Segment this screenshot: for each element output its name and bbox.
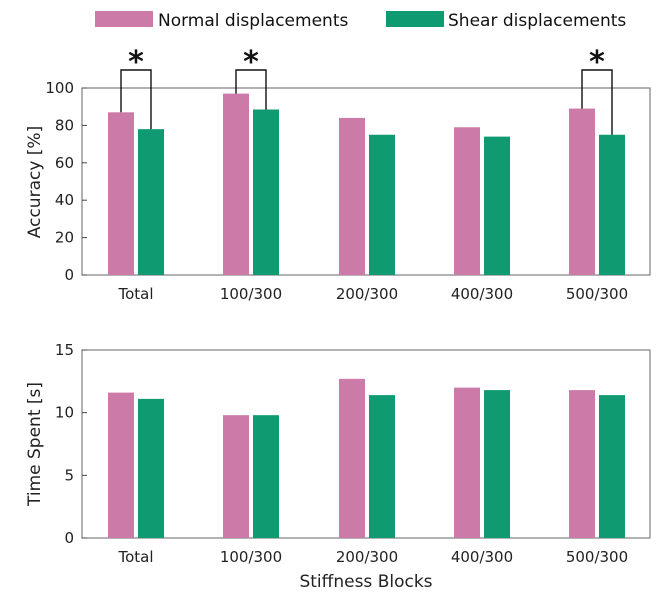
time-x-tick-label: 400/300	[451, 548, 513, 566]
time-bar-shear	[253, 415, 279, 538]
time-x-tick-label: 200/300	[336, 548, 398, 566]
x-axis-label: Stiffness Blocks	[299, 572, 432, 592]
accuracy-bar-shear	[253, 110, 279, 275]
accuracy-bar-normal	[223, 94, 249, 275]
time-y-axis-label: Time Spent [s]	[25, 382, 45, 507]
time-bar-normal	[454, 388, 480, 538]
time-bar-normal	[223, 415, 249, 538]
time-x-tick-label: 100/300	[220, 548, 282, 566]
accuracy-chart: Accuracy [%] 0 20 40 60 80 100 Total 100/300 200…	[25, 45, 650, 303]
accuracy-bar-shear	[484, 137, 510, 275]
accuracy-y-axis-label: Accuracy [%]	[25, 126, 45, 238]
time-y-tick-label: 0	[64, 529, 74, 547]
accuracy-bar-normal	[569, 109, 595, 275]
accuracy-y-tick-label: 100	[45, 79, 74, 97]
time-bar-shear	[138, 399, 164, 538]
time-bar-normal	[108, 393, 134, 538]
accuracy-y-tick-label: 0	[64, 266, 74, 284]
accuracy-significance-star: *	[128, 45, 144, 80]
time-bar-normal	[569, 390, 595, 538]
time-bar-shear	[599, 395, 625, 538]
accuracy-significance-star: *	[589, 45, 605, 80]
accuracy-x-tick-label: 100/300	[220, 285, 282, 303]
time-bar-shear	[484, 390, 510, 538]
accuracy-x-tick-label: 400/300	[451, 285, 513, 303]
legend-swatch-shear	[386, 11, 444, 27]
accuracy-x-tick-label: 200/300	[336, 285, 398, 303]
accuracy-bar-normal	[339, 118, 365, 275]
legend-label-normal: Normal displacements	[158, 11, 348, 31]
time-chart: Time Spent [s] Stiffness Blocks 0 5 10 15 To…	[25, 341, 650, 592]
accuracy-y-tick-label: 80	[55, 116, 74, 134]
time-y-tick-label: 15	[55, 341, 74, 359]
legend-label-shear: Shear displacements	[448, 11, 626, 31]
accuracy-x-tick-label: 500/300	[566, 285, 628, 303]
time-y-tick-label: 10	[55, 404, 74, 422]
accuracy-plot-frame	[82, 88, 650, 275]
accuracy-y-tick-label: 40	[55, 191, 74, 209]
accuracy-x-tick-label: Total	[117, 285, 153, 303]
accuracy-bar-normal	[454, 127, 480, 275]
legend: Normal displacements Shear displacements	[95, 11, 626, 31]
time-y-tick-label: 5	[64, 466, 74, 484]
time-x-tick-label: Total	[117, 548, 153, 566]
time-plot-frame	[82, 350, 650, 538]
accuracy-bar-shear	[599, 135, 625, 275]
accuracy-y-tick-label: 60	[55, 154, 74, 172]
accuracy-bar-shear	[138, 129, 164, 275]
legend-swatch-normal	[95, 11, 153, 27]
accuracy-bar-shear	[369, 135, 395, 275]
time-bar-shear	[369, 395, 395, 538]
accuracy-y-tick-label: 20	[55, 229, 74, 247]
time-x-tick-label: 500/300	[566, 548, 628, 566]
accuracy-bar-normal	[108, 112, 134, 275]
time-bar-normal	[339, 379, 365, 538]
accuracy-significance-star: *	[243, 45, 259, 80]
